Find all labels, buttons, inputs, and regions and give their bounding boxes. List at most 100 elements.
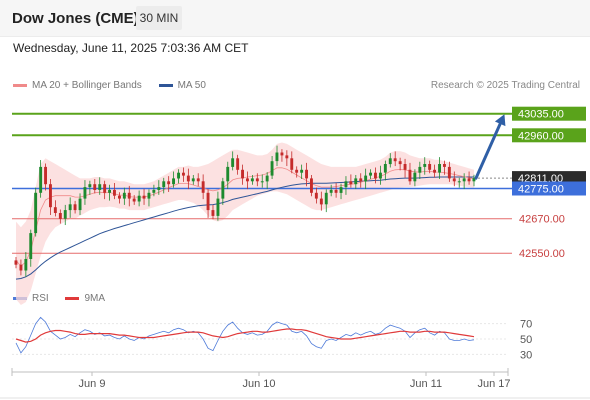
candle-body xyxy=(73,204,77,211)
candle xyxy=(93,179,97,194)
candle xyxy=(324,189,328,213)
candle xyxy=(329,184,333,197)
candle-body xyxy=(241,169,244,179)
candle xyxy=(108,184,111,201)
candle xyxy=(162,177,166,194)
time-tick-label: Jun 10 xyxy=(242,378,275,390)
level-label-text: 43035.00 xyxy=(518,109,564,121)
level-label-text: 42960.00 xyxy=(518,130,564,142)
rsi-tick-label: 50 xyxy=(520,334,532,346)
candle-body xyxy=(290,158,294,170)
ma50-line xyxy=(15,176,474,280)
level-label-support: 42670.00 xyxy=(519,214,565,226)
candle xyxy=(374,167,377,184)
level-label-text: 42775.00 xyxy=(518,184,564,196)
candle-body xyxy=(423,164,427,167)
candle-body xyxy=(172,178,175,185)
candle-body xyxy=(462,178,466,182)
candle xyxy=(246,171,249,190)
candle xyxy=(447,161,451,182)
candle xyxy=(265,172,269,190)
level-label-text: 42670.00 xyxy=(519,214,565,226)
candle xyxy=(354,174,358,190)
legend-ma20-swatch xyxy=(13,83,27,87)
candle-body xyxy=(216,198,220,216)
candle xyxy=(226,161,230,190)
candle-body xyxy=(339,187,343,193)
candle-body xyxy=(452,178,456,182)
candle xyxy=(339,183,343,200)
candle-body xyxy=(103,184,107,193)
level-label-resistance: 43035.00 xyxy=(512,106,586,121)
candle xyxy=(211,204,215,220)
legend-rsi-swatch xyxy=(13,296,27,300)
time-tick-label: Jun 11 xyxy=(410,378,442,390)
rsi-legend: RSI 9MA xyxy=(13,293,119,304)
candle xyxy=(221,177,225,205)
candle xyxy=(255,173,259,187)
candle-body xyxy=(260,181,264,183)
candle xyxy=(452,171,456,187)
rsi-tick-label: 70 xyxy=(520,319,532,331)
candle-body xyxy=(265,175,269,182)
candle-body xyxy=(428,164,432,170)
candle-body xyxy=(443,164,446,167)
candle xyxy=(413,169,417,187)
level-label-text: 42550.00 xyxy=(519,248,565,260)
candle-body xyxy=(374,172,377,179)
candle-body xyxy=(379,172,382,179)
candle xyxy=(44,163,47,191)
candle xyxy=(167,176,171,192)
candle xyxy=(236,154,240,175)
candle xyxy=(206,189,210,218)
candle xyxy=(423,157,427,175)
timeframe-button[interactable]: 30 MIN xyxy=(136,6,182,30)
candle xyxy=(393,151,397,167)
bollinger-band-layer xyxy=(16,142,474,305)
candle-body xyxy=(147,192,151,199)
candle xyxy=(78,193,82,215)
candle-body xyxy=(344,181,348,188)
candle-body xyxy=(418,166,422,173)
candle-body xyxy=(310,178,313,193)
candle-body xyxy=(24,259,28,271)
candle-body xyxy=(246,178,249,182)
legend-ma50-swatch xyxy=(158,83,173,87)
candle xyxy=(19,259,23,276)
level-label-current: 42811.00 xyxy=(512,171,586,186)
candle-body xyxy=(369,172,372,176)
candle xyxy=(88,180,92,195)
legend-9ma-swatch xyxy=(65,296,80,300)
level-label-bg xyxy=(512,106,586,121)
moving-averages-layer xyxy=(15,167,475,280)
candle xyxy=(14,256,18,269)
candle xyxy=(433,164,436,178)
candle-body xyxy=(236,158,240,170)
candle xyxy=(103,180,107,200)
candle-body xyxy=(29,233,33,259)
candle-body xyxy=(383,164,387,173)
instrument-title: Dow Jones (CME) xyxy=(12,10,139,27)
legend-ma20-label: MA 20 + Bollinger Bands xyxy=(32,80,142,91)
candle-body xyxy=(88,184,92,188)
candle xyxy=(462,173,466,190)
candle-body xyxy=(182,172,185,176)
candle xyxy=(216,191,220,221)
candle xyxy=(260,174,264,188)
candle xyxy=(319,191,323,211)
candle xyxy=(177,169,180,184)
candle-body xyxy=(93,184,97,190)
candle-body xyxy=(127,192,131,199)
candle xyxy=(122,187,126,205)
candle-body xyxy=(221,181,225,199)
candle-body xyxy=(433,169,436,173)
candle-body xyxy=(201,181,205,193)
candle xyxy=(280,149,284,162)
candle-body xyxy=(393,158,397,162)
candle xyxy=(349,174,353,188)
candle xyxy=(467,171,471,185)
candle-body xyxy=(447,166,451,179)
candle-body xyxy=(118,195,121,199)
legend-ma20: MA 20 + Bollinger Bands xyxy=(13,80,142,91)
time-axis: Jun 9 Jun 10 Jun 11 Jun 17 xyxy=(0,368,590,399)
